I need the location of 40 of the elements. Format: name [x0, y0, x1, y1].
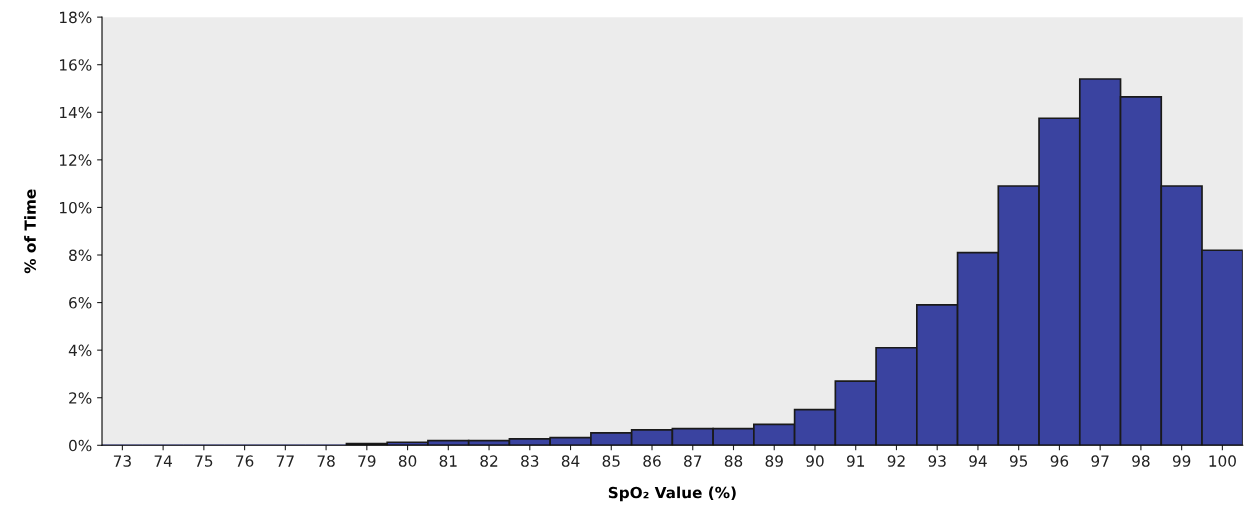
x-tick-label: 83 — [521, 455, 539, 467]
y-tick-label: 6% — [69, 297, 92, 309]
x-tick-label: 84 — [561, 455, 580, 467]
y-tick-label: 14% — [60, 106, 92, 119]
x-tick-label: 89 — [765, 455, 783, 467]
x-tick-label: 86 — [643, 455, 661, 467]
x-axis-title: SpO₂ Value (%) — [608, 486, 736, 502]
x-tick-label: 73 — [113, 455, 131, 467]
x-tick-label: 88 — [724, 455, 743, 467]
y-tick-label: 4% — [68, 344, 92, 357]
y-tick-label: 10% — [60, 201, 92, 214]
x-tick-label: 78 — [317, 455, 335, 467]
x-tick-label: 100 — [1209, 455, 1236, 467]
y-tick-label: 12% — [60, 154, 92, 166]
x-tick-label: 76 — [236, 455, 254, 467]
x-tick-label: 92 — [887, 455, 905, 467]
x-tick-label: 81 — [439, 455, 457, 467]
y-tick-label: 18% — [60, 11, 92, 24]
x-tick-label: 75 — [195, 455, 213, 467]
x-tick-label: 98 — [1132, 455, 1150, 467]
x-tick-label: 97 — [1091, 455, 1109, 467]
y-tick-label: 16% — [60, 59, 92, 71]
x-tick-label: 95 — [1009, 455, 1028, 467]
x-tick-label: 77 — [276, 455, 294, 467]
x-tick-label: 74 — [154, 455, 172, 467]
x-tick-label: 82 — [480, 455, 498, 467]
y-axis-title: % of Time — [24, 189, 36, 274]
x-tick-label: 80 — [398, 455, 417, 467]
x-tick-label: 85 — [602, 455, 620, 467]
x-tick-label: 94 — [969, 455, 987, 467]
x-tick-label: 93 — [928, 455, 946, 467]
y-tick-label: 0% — [69, 439, 92, 452]
x-tick-label: 99 — [1172, 455, 1191, 467]
x-tick-label: 96 — [1050, 455, 1069, 467]
x-tick-label: 87 — [684, 455, 702, 467]
y-tick-label: 2% — [69, 392, 92, 404]
x-tick-label: 91 — [846, 455, 865, 467]
x-tick-label: 90 — [806, 455, 824, 467]
y-tick-label: 8% — [69, 249, 92, 262]
x-tick-label: 79 — [358, 455, 376, 467]
